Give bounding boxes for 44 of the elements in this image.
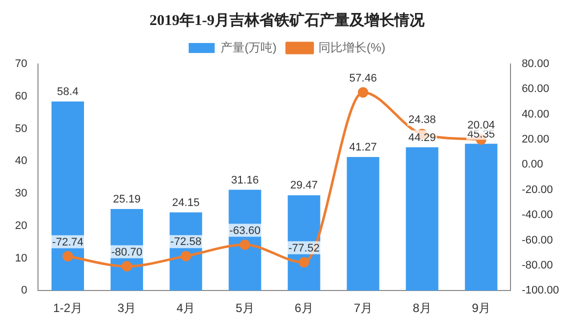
data-label: -72.58 bbox=[170, 236, 202, 248]
x-tick-label: 9月 bbox=[472, 301, 491, 316]
y-tick-label: 70 bbox=[14, 58, 28, 70]
data-label: -80.70 bbox=[111, 246, 142, 258]
data-label: 29.47 bbox=[290, 180, 318, 192]
y2-tick-label: 0.00 bbox=[522, 158, 544, 171]
y-tick-label: 40 bbox=[14, 155, 28, 168]
y2-tick-label: -20.00 bbox=[522, 184, 553, 196]
x-tick-label: 3月 bbox=[117, 301, 136, 316]
data-label: 44.29 bbox=[408, 132, 436, 144]
chart-title: 2019年1-9月吉林省铁矿石产量及增长情况 bbox=[150, 10, 426, 29]
data-label: 45.35 bbox=[467, 128, 495, 140]
x-tick-label: 4月 bbox=[176, 301, 196, 316]
y-tick-label: 30 bbox=[14, 188, 28, 200]
y-tick-label: 0 bbox=[21, 284, 28, 297]
data-label: 57.46 bbox=[349, 72, 377, 84]
data-label: 24.38 bbox=[408, 114, 436, 126]
data-label: -72.74 bbox=[52, 236, 84, 248]
y-tick-label: 20 bbox=[14, 220, 28, 232]
y2-tick-label: 20.00 bbox=[522, 134, 550, 146]
y-tick-label: 60 bbox=[14, 90, 28, 102]
data-label: 24.15 bbox=[172, 196, 200, 209]
y2-tick-label: -80.00 bbox=[522, 259, 553, 272]
y-tick-label: 50 bbox=[14, 122, 28, 135]
data-label: -77.52 bbox=[288, 242, 320, 254]
x-tick-label: 1-2月 bbox=[53, 301, 82, 316]
x-tick-label: 8月 bbox=[412, 301, 432, 316]
data-label: 25.19 bbox=[113, 194, 141, 206]
data-label: -63.60 bbox=[229, 224, 261, 237]
x-tick-label: 5月 bbox=[236, 301, 254, 316]
y2-tick-label: 60.00 bbox=[522, 83, 550, 96]
y2-tick-label: 40.00 bbox=[522, 108, 550, 120]
y-tick-label: 10 bbox=[14, 252, 28, 264]
data-label: 31.16 bbox=[231, 174, 259, 186]
x-tick-label: 7月 bbox=[354, 301, 372, 316]
y2-tick-label: -60.00 bbox=[522, 234, 553, 246]
legend-label: 产量(万吨) bbox=[220, 40, 277, 54]
y2-tick-label: 80.00 bbox=[522, 58, 550, 70]
y2-tick-label: -40.00 bbox=[522, 209, 553, 222]
y2-tick-label: -100.00 bbox=[522, 284, 560, 297]
legend-label: 同比增长(%) bbox=[318, 40, 386, 54]
x-tick-label: 6月 bbox=[294, 301, 314, 316]
data-label: 58.4 bbox=[57, 86, 78, 98]
data-label: 41.27 bbox=[349, 142, 377, 154]
